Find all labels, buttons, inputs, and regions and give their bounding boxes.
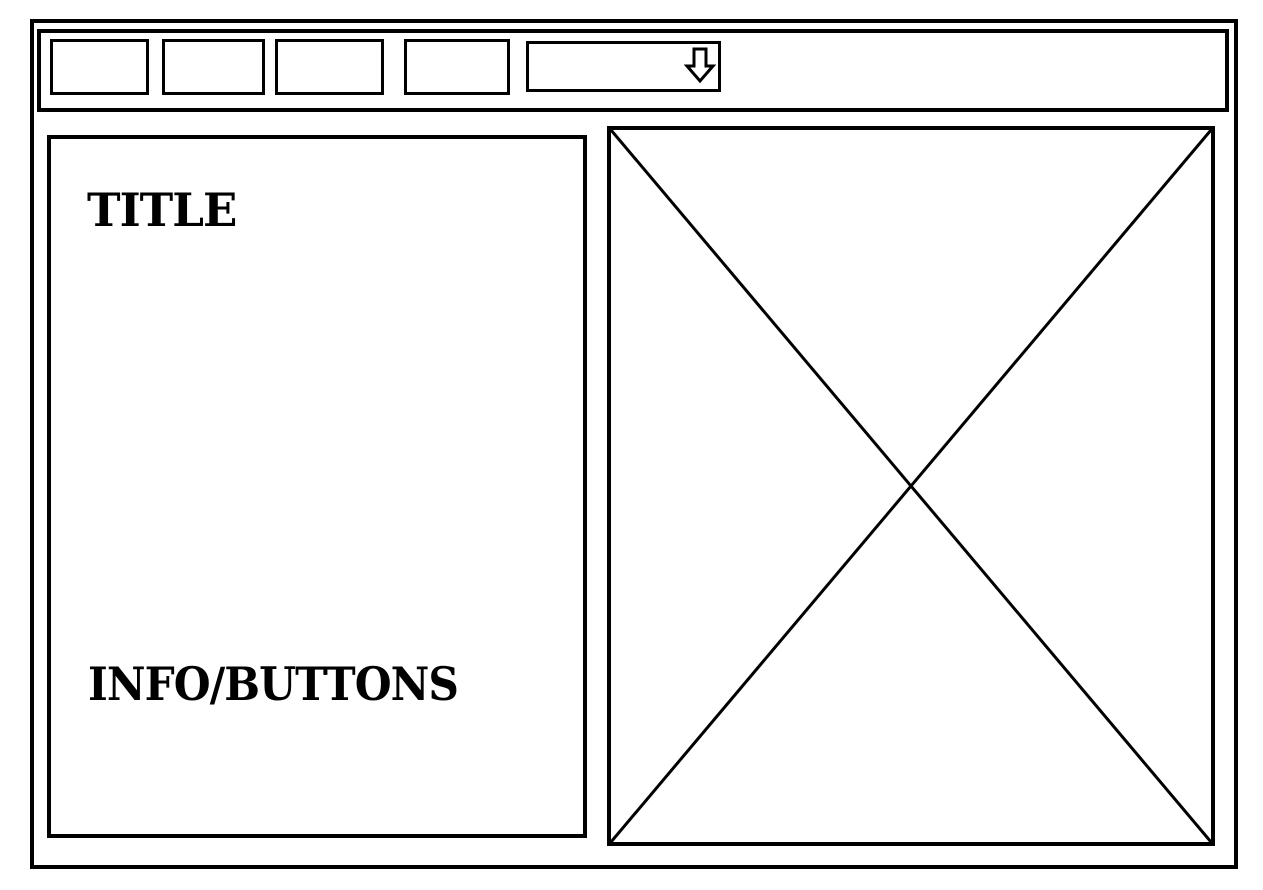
toolbar-button-3[interactable] xyxy=(275,39,384,95)
toolbar-button-4[interactable] xyxy=(404,39,510,95)
toolbar-button-1[interactable] xyxy=(50,39,149,95)
toolbar-button-2[interactable] xyxy=(162,39,265,95)
info-buttons-label: INFO/BUTTONS xyxy=(88,657,459,711)
image-placeholder-icon xyxy=(611,130,1211,842)
panel-title: TITLE xyxy=(87,183,237,237)
dropdown-select[interactable] xyxy=(526,41,721,92)
image-placeholder xyxy=(607,126,1215,846)
down-arrow-icon xyxy=(684,47,716,84)
info-panel xyxy=(47,135,587,838)
